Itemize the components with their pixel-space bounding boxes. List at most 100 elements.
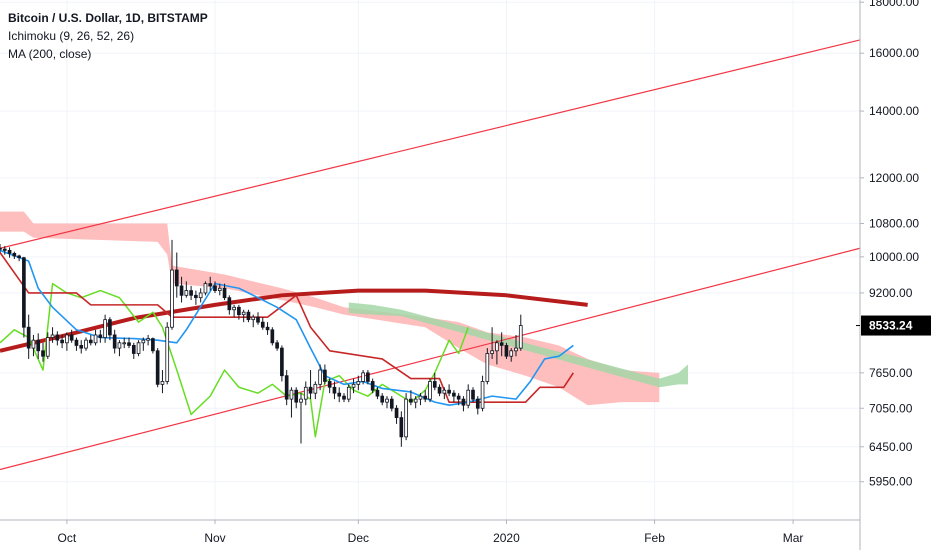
candle <box>467 384 470 408</box>
candle-body <box>515 348 518 351</box>
candle <box>452 390 455 402</box>
candle-body <box>46 338 49 357</box>
candle-body <box>218 288 221 290</box>
y-tick-label: 12000.00 <box>869 171 919 185</box>
candle-body <box>419 396 422 399</box>
y-tick-label: 14000.00 <box>869 104 919 118</box>
candle <box>438 384 441 396</box>
candle <box>400 411 403 446</box>
candle-body <box>65 335 68 343</box>
candle-body <box>151 339 154 351</box>
candle-body <box>338 393 341 396</box>
candle <box>486 348 489 384</box>
candle-body <box>486 353 489 381</box>
candle-body <box>118 343 121 348</box>
candle-body <box>390 399 393 408</box>
trendlines[interactable] <box>0 40 860 470</box>
trendline-upper-channel[interactable] <box>0 40 860 248</box>
y-tick-label: 16000.00 <box>869 46 919 60</box>
candle <box>290 387 293 417</box>
candle-body <box>409 399 412 402</box>
candle-body <box>295 390 298 402</box>
candle <box>89 335 92 346</box>
price-axis[interactable]: 18000.00 16000.00 14000.00 12000.00 10800.00… <box>860 0 919 489</box>
candle <box>161 370 164 393</box>
candle-body <box>452 393 455 396</box>
ichimoku-legend[interactable]: Ichimoku (9, 26, 52, 26) <box>8 27 208 45</box>
candle-body <box>156 351 159 385</box>
candle <box>190 286 193 300</box>
candle <box>56 331 59 345</box>
candle-body <box>347 387 350 399</box>
trendline-lower-channel[interactable] <box>0 248 860 469</box>
candle-body <box>443 390 446 393</box>
candle-body <box>261 322 264 327</box>
candle <box>233 305 236 317</box>
last-price-tag: 8533.24 <box>856 316 931 336</box>
candle-body <box>500 343 503 346</box>
candle <box>171 240 174 330</box>
candle <box>118 340 121 356</box>
candle <box>166 322 169 384</box>
candle <box>261 317 264 330</box>
candle <box>280 345 283 381</box>
candle <box>22 257 25 338</box>
candle-body <box>472 390 475 399</box>
y-tick-label: 18000.00 <box>869 0 919 9</box>
candle <box>390 396 393 411</box>
candle-body <box>491 351 494 354</box>
candle-body <box>457 396 460 399</box>
candle-body <box>204 284 207 293</box>
candle-body <box>199 293 202 298</box>
candle-body <box>27 327 30 348</box>
y-tick-label: 10000.00 <box>869 250 919 264</box>
candle-body <box>56 335 59 340</box>
candle <box>386 396 389 408</box>
candle-body <box>194 295 197 297</box>
ma-legend[interactable]: MA (200, close) <box>8 45 208 63</box>
candle-body <box>376 390 379 396</box>
candle-body <box>161 381 164 384</box>
x-tick-label: Oct <box>58 531 77 545</box>
candle <box>300 393 303 443</box>
candles <box>0 240 522 447</box>
candle-body <box>505 345 508 356</box>
candle <box>505 343 508 359</box>
candle <box>405 393 408 440</box>
candle-body <box>319 370 322 384</box>
candle-body <box>8 250 11 253</box>
candle-body <box>171 270 174 327</box>
candle-body <box>70 335 73 340</box>
y-tick-label: 5950.00 <box>869 475 913 489</box>
candle-body <box>386 399 389 402</box>
candle <box>137 340 140 356</box>
candle-body <box>343 396 346 399</box>
candle-body <box>147 339 150 341</box>
y-tick-label: 10800.00 <box>869 216 919 230</box>
candle-body <box>424 396 427 399</box>
candle <box>65 332 68 350</box>
y-tick-label: 9200.00 <box>869 286 913 300</box>
candle-body <box>309 387 312 393</box>
symbol-title[interactable]: Bitcoin / U.S. Dollar, 1D, BITSTAMP <box>8 9 208 27</box>
candle <box>328 379 331 394</box>
candle <box>242 310 245 322</box>
candle-body <box>190 291 193 296</box>
candle-body <box>13 253 16 256</box>
candle-body <box>433 381 436 387</box>
candle-body <box>495 343 498 351</box>
candle-body <box>61 340 64 343</box>
candle-body <box>209 284 212 286</box>
candle-body <box>252 317 255 319</box>
time-axis[interactable]: Oct Nov Dec 2020 Feb Mar <box>58 520 804 545</box>
candle <box>18 255 21 262</box>
candle-body <box>271 330 274 343</box>
ichimoku-cloud <box>0 212 688 406</box>
candle <box>276 340 279 351</box>
axes <box>0 0 860 550</box>
candle <box>347 384 350 402</box>
candle <box>309 370 312 399</box>
candle-body <box>175 270 178 286</box>
